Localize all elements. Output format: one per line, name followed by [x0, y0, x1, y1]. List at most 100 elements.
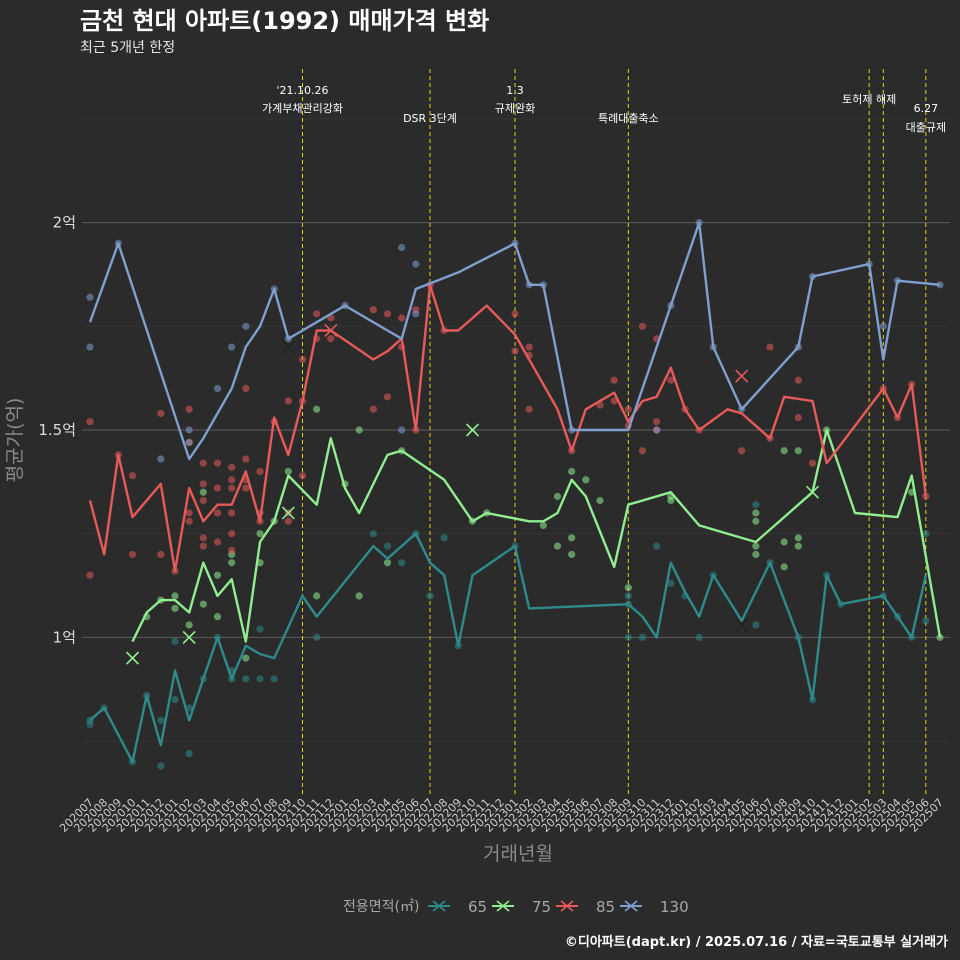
point-75-12 — [256, 530, 264, 538]
point-65-22 — [398, 559, 406, 567]
event-label-4-a: 토허제 해제 — [842, 92, 896, 106]
point-85-45 — [369, 306, 377, 314]
point-85-23 — [228, 484, 236, 492]
point-85-57 — [525, 343, 533, 351]
point-85-10 — [185, 509, 193, 517]
event-label-6-a: 6.27 — [914, 102, 939, 115]
point-65-29 — [624, 592, 632, 600]
point-85-4 — [128, 550, 137, 559]
x-mark-85-0 — [324, 323, 338, 338]
event-label-6-b: 대출규제 — [906, 121, 946, 134]
point-75-28 — [568, 467, 576, 476]
event-label-2-a: 1.3 — [506, 84, 524, 97]
point-85-25 — [228, 530, 236, 538]
chart-subtitle: 최근 5개년 한정 — [80, 40, 175, 56]
point-75-17 — [313, 592, 321, 600]
point-65-35 — [695, 633, 703, 641]
point-85-20 — [213, 538, 222, 546]
legend-key-85 — [560, 900, 574, 912]
legend-title: 전용면적(㎡) — [343, 899, 419, 915]
point-130-8 — [242, 322, 250, 330]
point-85-8 — [185, 405, 193, 413]
point-75-37 — [752, 517, 760, 525]
point-85-15 — [199, 534, 207, 542]
event-label-0-b: 가계부채관리강화 — [262, 102, 343, 115]
event-label-2-b: 규제완화 — [495, 102, 535, 115]
point-85-16 — [199, 542, 207, 550]
point-65-16 — [256, 675, 264, 683]
point-75-42 — [780, 563, 788, 571]
point-85-74 — [738, 447, 746, 455]
point-85-6 — [157, 550, 165, 559]
legend: 전용면적(㎡) 65 75 85 130 — [343, 898, 689, 916]
point-85-63 — [610, 397, 618, 405]
point-85-26 — [228, 546, 236, 554]
point-75-29 — [568, 534, 576, 542]
point-85-19 — [213, 509, 222, 517]
legend-label-65: 65 — [468, 898, 487, 916]
y-tick-label-1: 1.5억 — [38, 421, 76, 439]
point-85-22 — [228, 476, 236, 484]
point-85-56 — [511, 347, 519, 355]
point-65-7 — [171, 696, 179, 704]
point-130-20 — [653, 426, 661, 434]
event-label-3-b: 특례대출축소 — [598, 112, 659, 125]
point-65-24 — [426, 592, 434, 600]
point-85-59 — [525, 405, 533, 413]
series-line-75 — [131, 428, 942, 643]
point-75-7 — [213, 571, 222, 579]
point-85-3 — [128, 472, 137, 480]
point-130-15 — [412, 310, 420, 318]
point-65-19 — [313, 633, 321, 641]
point-75-10 — [228, 559, 236, 567]
point-85-28 — [242, 455, 250, 463]
point-85-5 — [157, 409, 165, 418]
point-85-30 — [242, 484, 250, 492]
y-axis-ticks: 1억 1.5억 2억 — [38, 214, 76, 647]
x-mark-75-3 — [465, 423, 480, 437]
legend-label-85: 85 — [596, 898, 615, 916]
point-130-3 — [157, 455, 165, 463]
point-65-25 — [440, 534, 448, 542]
point-130-13 — [398, 426, 406, 434]
point-85-18 — [213, 484, 222, 492]
point-85-48 — [383, 393, 392, 401]
point-75-41 — [780, 538, 788, 546]
x-mark-75-4 — [805, 485, 820, 499]
point-75-11 — [242, 654, 250, 662]
point-75-30 — [568, 550, 576, 559]
y-axis-label: 평균가(억) — [4, 398, 26, 483]
x-axis-label: 거래년월 — [483, 843, 553, 865]
point-65-6 — [157, 716, 165, 724]
point-85-44 — [327, 335, 335, 343]
point-75-5 — [199, 488, 207, 496]
point-85-31 — [256, 467, 264, 476]
x-markers — [125, 323, 820, 665]
point-65-18 — [270, 675, 278, 683]
point-85-27 — [242, 384, 250, 393]
point-75-25 — [539, 521, 547, 529]
point-75-33 — [624, 584, 632, 592]
point-85-24 — [228, 509, 236, 517]
point-85-1 — [86, 571, 94, 579]
point-75-35 — [667, 496, 675, 505]
point-85-78 — [794, 413, 802, 422]
point-85-14 — [199, 496, 207, 505]
x-mark-85-1 — [735, 369, 749, 383]
legend-key-65 — [432, 900, 446, 912]
point-65-47 — [922, 617, 930, 625]
point-65-32 — [653, 542, 661, 550]
x-mark-75-0 — [125, 651, 140, 665]
point-85-11 — [185, 517, 193, 525]
point-65-48 — [922, 530, 930, 538]
point-75-2 — [171, 592, 179, 600]
point-65-38 — [752, 501, 760, 509]
legend-label-75: 75 — [532, 898, 551, 916]
series-line-85 — [88, 283, 927, 573]
point-130-4 — [185, 426, 193, 434]
point-75-43 — [794, 447, 802, 455]
point-130-1 — [86, 343, 94, 351]
point-75-3 — [171, 604, 179, 612]
